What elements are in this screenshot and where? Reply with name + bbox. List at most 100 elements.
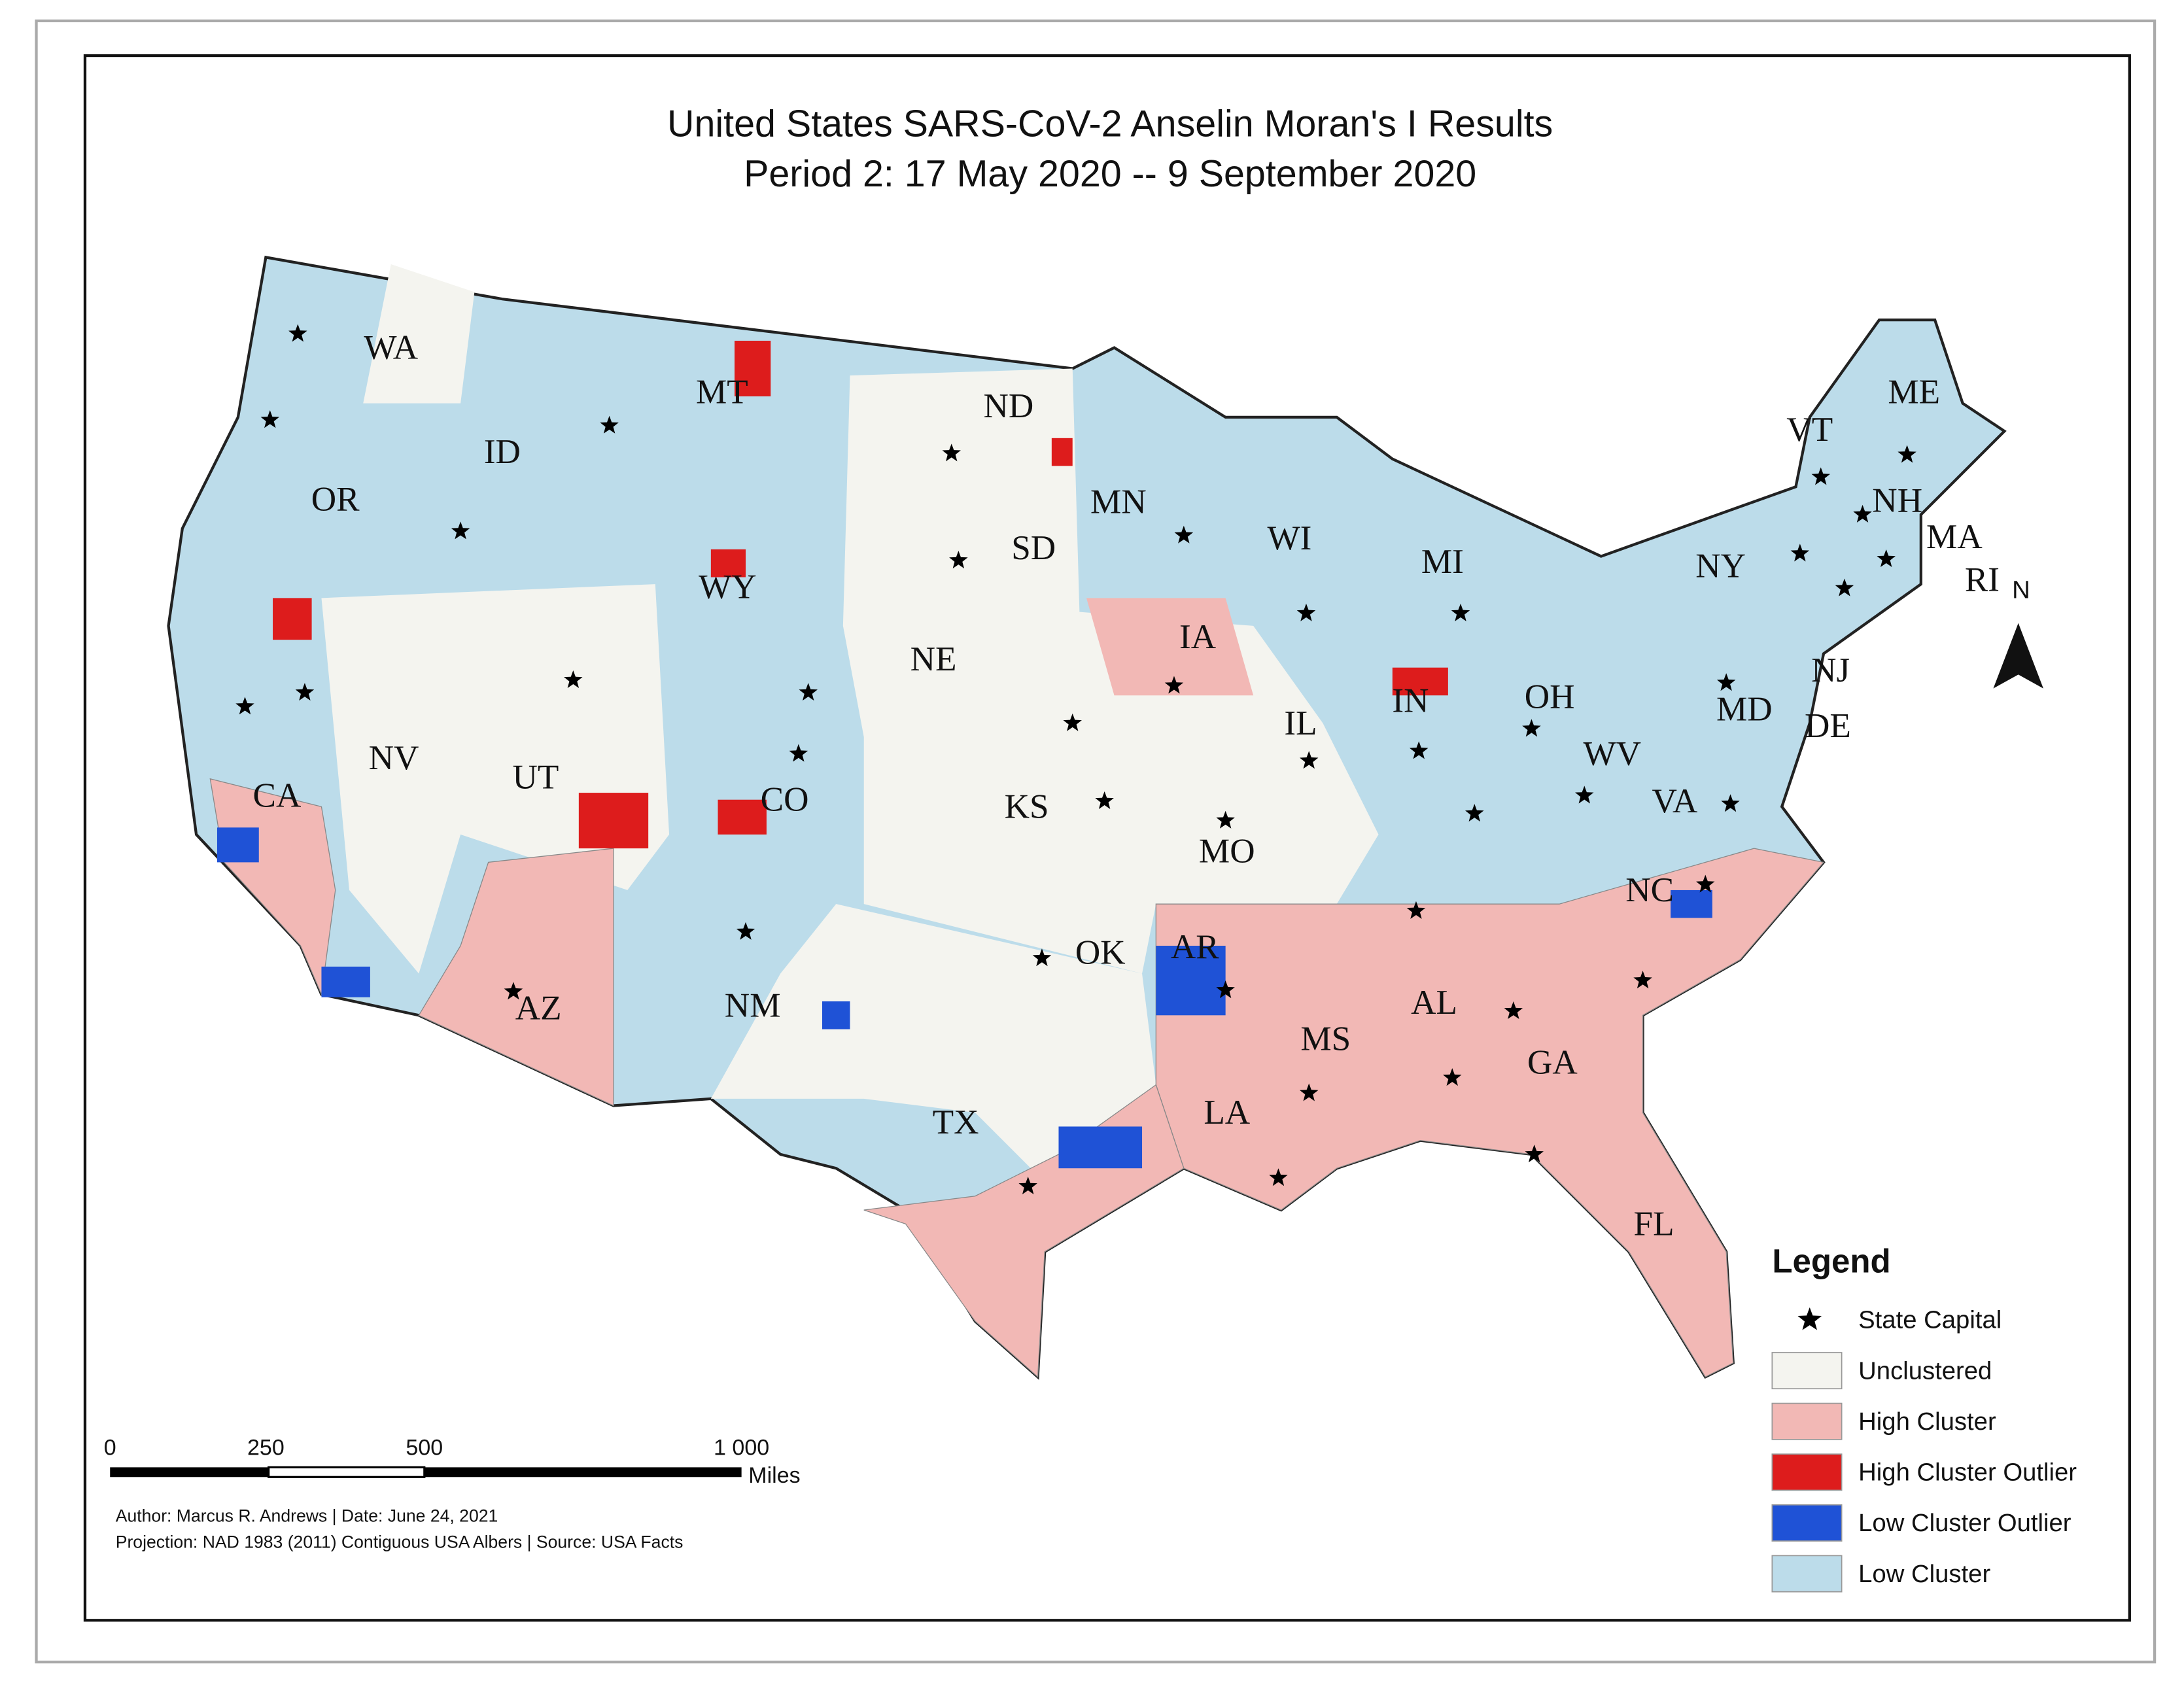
state-label: ID (484, 433, 521, 471)
north-arrow-shape (1993, 623, 2043, 689)
state-label: FL (1634, 1205, 1674, 1243)
state-capital (1299, 751, 1319, 769)
state-label: LA (1204, 1094, 1250, 1132)
high-outlier (1051, 438, 1073, 466)
map-subtitle: Period 2: 17 May 2020 -- 9 September 202… (744, 153, 1476, 195)
state-capital (1465, 804, 1484, 822)
low-outlier (321, 966, 370, 997)
state-label: NV (369, 739, 419, 777)
state-capital (1409, 741, 1429, 759)
state-capital (949, 551, 968, 569)
state-label: MD (1716, 690, 1773, 728)
scale-label: 1 000 (714, 1435, 769, 1460)
state-label: MA (1926, 518, 1983, 556)
state-capital (1811, 467, 1830, 485)
state-label: AZ (515, 990, 562, 1028)
state-capital (1797, 1307, 1822, 1330)
legend-swatch (1771, 1504, 1843, 1542)
state-label: MO (1199, 832, 1255, 870)
low-outlier (1156, 945, 1226, 1016)
state-capital (799, 683, 818, 701)
state-capital (260, 410, 280, 428)
scale-label: 250 (247, 1435, 285, 1460)
state-capital (1525, 1145, 1544, 1163)
state-capital (1216, 810, 1235, 829)
scale-label: 500 (406, 1435, 443, 1460)
state-capital (451, 521, 470, 540)
state-label: RI (1965, 561, 2000, 599)
legend-swatch (1771, 1402, 1843, 1440)
scale-bar-segment (268, 1466, 426, 1478)
scale-unit: Miles (748, 1463, 800, 1488)
unclustered-region (710, 904, 1156, 1196)
high-cluster-region (1155, 848, 1825, 1378)
state-label: KS (1005, 787, 1049, 825)
state-capital (1164, 676, 1184, 694)
state-label: NY (1695, 547, 1746, 585)
scale-label: 0 (104, 1435, 116, 1460)
state-label: ME (1888, 373, 1940, 411)
state-label: IA (1179, 618, 1216, 656)
state-capital (1721, 794, 1740, 812)
state-capital (1853, 504, 1872, 523)
state-capital (288, 324, 307, 342)
legend-swatch (1771, 1352, 1843, 1390)
state-label: WY (699, 568, 757, 606)
state-capital (736, 922, 755, 940)
state-capital (1696, 874, 1715, 893)
north-arrow (1993, 623, 2043, 689)
high-cluster-region (418, 848, 614, 1107)
state-label: GA (1527, 1044, 1578, 1082)
state-capital (1269, 1168, 1288, 1186)
state-capital (1835, 578, 1854, 596)
state-capital (1575, 786, 1594, 804)
state-capital (504, 982, 523, 1000)
low-outlier (1058, 1126, 1143, 1169)
legend-label: Low Cluster Outlier (1858, 1509, 2071, 1537)
low-outlier (217, 827, 259, 863)
low-outlier (1671, 890, 1712, 918)
state-label: WI (1268, 519, 1312, 557)
state-capital (1504, 1001, 1523, 1020)
state-label: AL (1411, 984, 1457, 1022)
high-outlier (735, 340, 771, 397)
state-label: MT (696, 373, 748, 411)
state-capital (1018, 1176, 1037, 1194)
high-outlier (578, 793, 649, 849)
state-capital (1898, 445, 1916, 463)
state-label: NH (1872, 482, 1922, 520)
north-arrow-label: N (2012, 576, 2030, 604)
high-outlier (273, 598, 312, 640)
high-cluster-region (1086, 598, 1254, 696)
state-capital (1174, 525, 1194, 544)
projection-note: Projection: NAD 1983 (2011) Contiguous U… (116, 1532, 684, 1552)
state-capital (1296, 603, 1316, 621)
high-outlier (1392, 667, 1448, 696)
outlier-patches (273, 340, 1448, 849)
scale-bar-segment (110, 1467, 269, 1478)
state-label: CA (252, 776, 301, 814)
high-outlier (718, 799, 767, 835)
state-label: WA (364, 329, 418, 367)
state-label: MS (1300, 1020, 1351, 1058)
outlier-patches (217, 827, 1712, 1169)
state-label: NE (910, 640, 957, 678)
state-capital (1299, 1083, 1319, 1101)
state-capital (942, 443, 961, 462)
state-label: CO (761, 781, 809, 819)
legend-label: Low Cluster (1858, 1560, 1990, 1588)
state-label: IN (1392, 682, 1429, 720)
state-capital (1522, 719, 1541, 737)
state-label: SD (1011, 529, 1056, 567)
state-capital (1877, 549, 1896, 567)
legend-title: Legend (1772, 1243, 1890, 1280)
state-label: AR (1171, 928, 1219, 966)
state-label: NC (1625, 871, 1674, 909)
state-label: DE (1805, 707, 1851, 745)
legend-swatch (1771, 1453, 1843, 1491)
low-outlier (822, 1001, 850, 1029)
state-capital (564, 670, 583, 688)
state-label: OH (1525, 678, 1575, 716)
